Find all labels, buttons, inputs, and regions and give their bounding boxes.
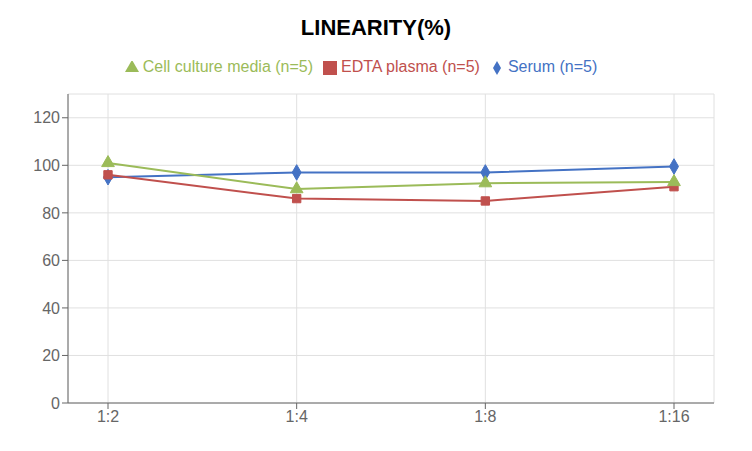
svg-text:1:16: 1:16 — [658, 408, 689, 425]
svg-text:40: 40 — [42, 300, 60, 317]
html-text:Serum (n=5): Serum (n=5) — [507, 58, 598, 75]
svg-text:1:2: 1:2 — [97, 408, 119, 425]
svg-text:120: 120 — [33, 109, 60, 126]
svg-text:20: 20 — [42, 347, 60, 364]
svg-text:1:8: 1:8 — [474, 408, 496, 425]
html-text:LINEARITY(%): LINEARITY(%) — [300, 15, 452, 40]
svg-text:80: 80 — [42, 205, 60, 222]
svg-text:0: 0 — [51, 395, 60, 412]
html-text:EDTA plasma (n=5): EDTA plasma (n=5) — [341, 58, 480, 75]
svg-text:1:4: 1:4 — [286, 408, 308, 425]
svg-text:100: 100 — [33, 157, 60, 174]
svg-text:60: 60 — [42, 252, 60, 269]
html-text:Cell culture media (n=5): Cell culture media (n=5) — [142, 58, 313, 75]
